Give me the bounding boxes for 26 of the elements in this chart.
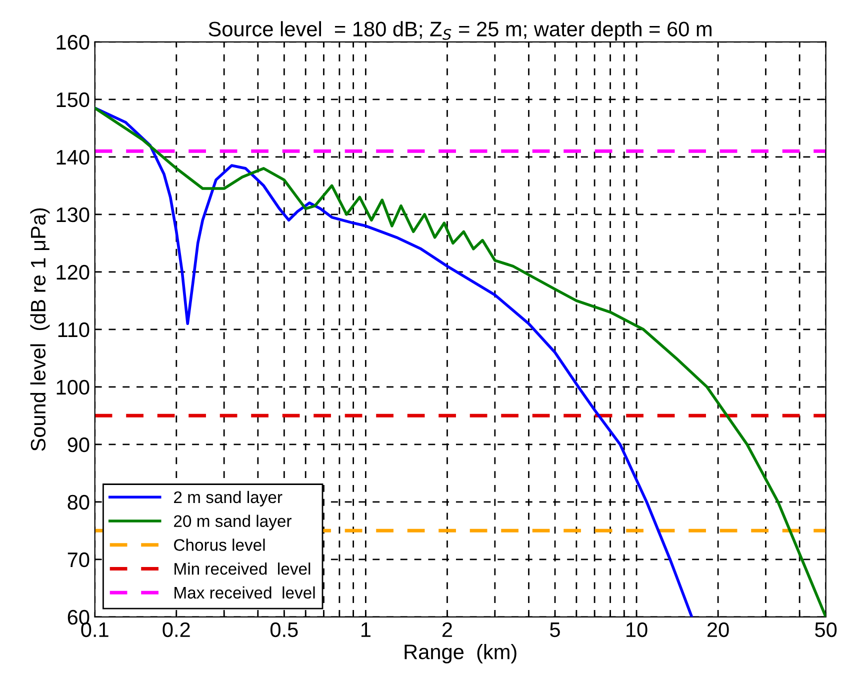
y-tick-label: 80 bbox=[68, 494, 90, 510]
y-tick-label: 140 bbox=[56, 150, 90, 165]
legend-label: 2 m sand layer bbox=[174, 490, 282, 506]
x-tick-label: 50 bbox=[815, 622, 837, 638]
y-tick-label: 150 bbox=[56, 92, 90, 108]
y-tick-label: 70 bbox=[68, 552, 90, 568]
chart-title: Source level = 180 dB; Z$_{S}$ = 25 m; water depth = 60 m bbox=[208, 21, 712, 41]
x-tick-label: 2 bbox=[442, 622, 452, 637]
legend-label: 20 m sand layer bbox=[174, 514, 292, 530]
y-tick-label: 160 bbox=[56, 34, 90, 50]
x-tick-label: 0.5 bbox=[270, 622, 298, 638]
x-tick-label: 1 bbox=[361, 622, 370, 637]
y-tick-label: 110 bbox=[58, 322, 90, 338]
x-axis-title: Range (km) bbox=[404, 644, 516, 664]
y-tick-label: 100 bbox=[56, 380, 90, 395]
y-tick-label: 120 bbox=[56, 264, 90, 280]
x-tick-label: 0.2 bbox=[162, 622, 190, 638]
y-axis-title: Sound level (dB re 1 μPa) bbox=[30, 208, 50, 451]
x-tick-label: 5 bbox=[550, 622, 560, 638]
ref-line-label: Chorus level bbox=[174, 538, 265, 551]
y-tick-label: 90 bbox=[68, 437, 90, 452]
legend-label: Max received level bbox=[174, 586, 315, 599]
legend-label: Min received level bbox=[174, 562, 310, 575]
y-tick-label: 130 bbox=[56, 207, 90, 222]
x-tick-label: 20 bbox=[708, 622, 729, 638]
x-tick-label: 10 bbox=[626, 622, 648, 638]
